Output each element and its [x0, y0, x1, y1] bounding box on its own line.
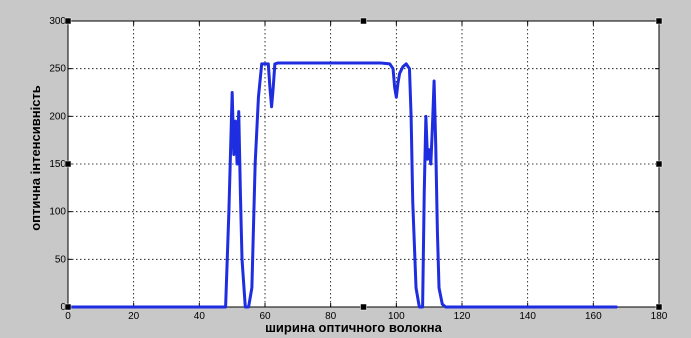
x-axis-label: ширина оптичного волокна — [265, 320, 443, 335]
y-tick-label: 300 — [49, 16, 66, 27]
x-tick-label: 180 — [651, 311, 668, 322]
resize-handle[interactable] — [360, 17, 367, 25]
y-tick-label: 250 — [49, 64, 66, 75]
resize-handle[interactable] — [360, 303, 367, 311]
x-tick-label: 100 — [388, 311, 405, 322]
x-tick-label: 20 — [128, 311, 140, 322]
y-tick-label: 50 — [55, 254, 67, 265]
y-tick-label: 100 — [49, 207, 66, 218]
x-tick-label: 120 — [454, 311, 471, 322]
x-tick-label: 40 — [194, 311, 206, 322]
x-tick-label: 60 — [259, 311, 271, 322]
intensity-series-line — [66, 61, 618, 309]
selection-handles — [64, 17, 663, 311]
resize-handle[interactable] — [64, 160, 72, 168]
resize-handle[interactable] — [655, 160, 663, 168]
resize-handle[interactable] — [655, 17, 663, 25]
y-tick-label: 200 — [49, 111, 66, 122]
x-tick-label: 160 — [585, 311, 602, 322]
y-tick-label: 0 — [60, 302, 66, 313]
grid-layer — [68, 21, 659, 307]
resize-handle[interactable] — [655, 303, 663, 311]
series-layer — [66, 61, 618, 309]
y-axis-label: оптична інтенсивність — [28, 85, 43, 231]
y-tick-label: 150 — [49, 159, 66, 170]
x-tick-label: 140 — [519, 311, 536, 322]
x-tick-label: 0 — [65, 311, 71, 322]
resize-handle[interactable] — [64, 303, 72, 311]
resize-handle[interactable] — [64, 17, 72, 25]
x-tick-label: 80 — [325, 311, 337, 322]
